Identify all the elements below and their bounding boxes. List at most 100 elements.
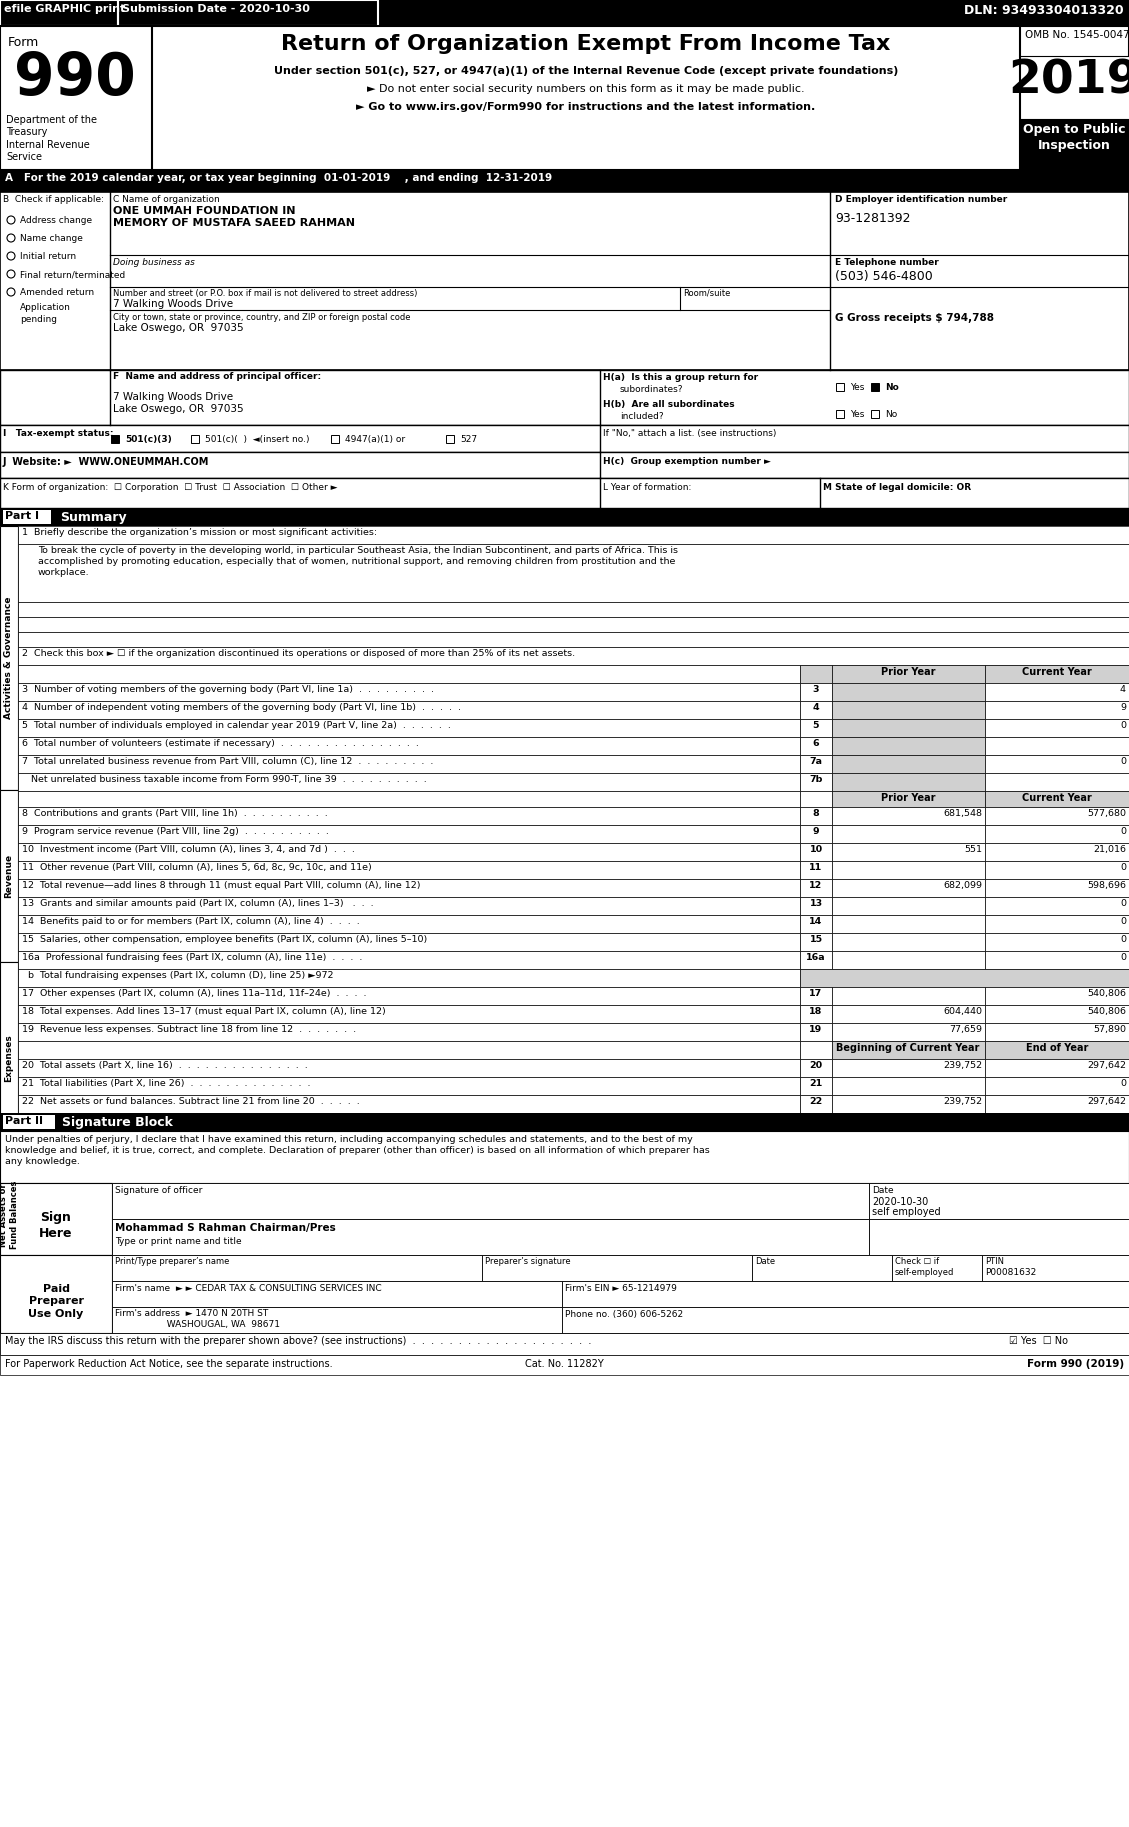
Text: Prior Year: Prior Year [881, 793, 935, 804]
Bar [18, 987, 800, 1005]
Bar [984, 842, 1129, 861]
Text: 501(c)(3): 501(c)(3) [125, 435, 172, 444]
Bar [800, 1094, 832, 1113]
Bar [800, 736, 832, 755]
Bar [832, 683, 984, 702]
Text: H(c)  Group exemption number ►: H(c) Group exemption number ► [603, 457, 771, 466]
Bar [18, 897, 800, 915]
Text: OMB No. 1545-0047: OMB No. 1545-0047 [1025, 29, 1129, 40]
Bar [0, 426, 1129, 451]
Text: Number and street (or P.O. box if mail is not delivered to street address): Number and street (or P.O. box if mail i… [113, 289, 418, 298]
Text: H(b)  Are all subordinates: H(b) Are all subordinates [603, 400, 735, 409]
Text: Lake Oswego, OR  97035: Lake Oswego, OR 97035 [113, 404, 244, 415]
Bar [800, 665, 832, 683]
Bar [18, 915, 800, 934]
Text: b  Total fundraising expenses (Part IX, column (D), line 25) ►972: b Total fundraising expenses (Part IX, c… [21, 970, 333, 979]
Text: self employed: self employed [872, 1208, 940, 1217]
Text: ONE UMMAH FOUNDATION IN: ONE UMMAH FOUNDATION IN [113, 206, 296, 216]
Text: 10  Investment income (Part VIII, column (A), lines 3, 4, and 7d )  .  .  .: 10 Investment income (Part VIII, column … [21, 846, 355, 853]
Text: Initial return: Initial return [20, 252, 76, 261]
Bar [0, 1131, 1129, 1184]
Text: ► Do not enter social security numbers on this form as it may be made public.: ► Do not enter social security numbers o… [367, 84, 805, 93]
Text: Phone no. (360) 606-5262: Phone no. (360) 606-5262 [564, 1310, 683, 1319]
Text: E Telephone number: E Telephone number [835, 258, 938, 267]
Text: 7b: 7b [809, 775, 823, 784]
Text: D Employer identification number: D Employer identification number [835, 195, 1007, 205]
Text: 93-1281392: 93-1281392 [835, 212, 910, 225]
Bar [984, 897, 1129, 915]
Bar [800, 702, 832, 720]
Bar [18, 665, 800, 683]
Bar [18, 1076, 800, 1094]
Bar [832, 755, 984, 773]
Bar [191, 435, 199, 442]
Text: 8: 8 [813, 809, 820, 818]
Text: 21  Total liabilities (Part X, line 26)  .  .  .  .  .  .  .  .  .  .  .  .  .  : 21 Total liabilities (Part X, line 26) .… [21, 1080, 310, 1089]
Bar [112, 1255, 482, 1281]
Bar [1019, 119, 1129, 170]
Text: 2020-10-30: 2020-10-30 [872, 1197, 928, 1208]
Bar [832, 1060, 984, 1076]
Bar [112, 1281, 562, 1306]
Text: 551: 551 [964, 846, 982, 853]
Bar [984, 1041, 1129, 1060]
Bar [18, 736, 800, 755]
Circle shape [7, 252, 15, 259]
Text: I   Tax-exempt status:: I Tax-exempt status: [3, 429, 114, 438]
Text: Current Year: Current Year [1022, 667, 1092, 678]
Bar [18, 879, 800, 897]
Text: 9: 9 [1120, 703, 1126, 713]
Bar [18, 702, 800, 720]
Bar [800, 755, 832, 773]
Text: 7  Total unrelated business revenue from Part VIII, column (C), line 12  .  .  .: 7 Total unrelated business revenue from … [21, 756, 434, 766]
Text: 12  Total revenue—add lines 8 through 11 (must equal Part VIII, column (A), line: 12 Total revenue—add lines 8 through 11 … [21, 881, 420, 890]
Bar [984, 791, 1129, 808]
Text: 4947(a)(1) or: 4947(a)(1) or [345, 435, 405, 444]
Bar [984, 773, 1129, 791]
Bar [0, 371, 1129, 426]
Text: 990: 990 [14, 49, 135, 108]
Text: Paid
Preparer
Use Only: Paid Preparer Use Only [28, 1284, 84, 1319]
Text: ☑ Yes  ☐ No: ☑ Yes ☐ No [1009, 1336, 1068, 1346]
Bar [0, 1334, 1129, 1356]
Text: 22  Net assets or fund balances. Subtract line 21 from line 20  .  .  .  .  .: 22 Net assets or fund balances. Subtract… [21, 1096, 360, 1105]
Bar [18, 1041, 800, 1060]
Text: 297,642: 297,642 [1087, 1061, 1126, 1071]
Bar [892, 1255, 982, 1281]
Text: Cat. No. 11282Y: Cat. No. 11282Y [525, 1359, 603, 1368]
Bar [800, 1076, 832, 1094]
Bar [0, 526, 18, 789]
Bar [18, 544, 1129, 603]
Bar [18, 526, 1129, 544]
Text: Check ☐ if
self-employed: Check ☐ if self-employed [895, 1257, 954, 1277]
Text: M State of legal domicile: OR: M State of legal domicile: OR [823, 482, 971, 491]
Text: 6  Total number of volunteers (estimate if necessary)  .  .  .  .  .  .  .  .  .: 6 Total number of volunteers (estimate i… [21, 738, 419, 747]
Text: A   For the 2019 calendar year, or tax year beginning  01-01-2019    , and endin: A For the 2019 calendar year, or tax yea… [5, 174, 552, 183]
Text: pending: pending [20, 314, 56, 323]
Bar [3, 510, 51, 524]
Bar [832, 808, 984, 826]
Text: Yes: Yes [850, 409, 865, 418]
Text: To break the cycle of poverty in the developing world, in particular Southeast A: To break the cycle of poverty in the dev… [38, 546, 679, 577]
Bar [112, 1306, 562, 1334]
Bar [869, 1219, 1129, 1255]
Bar [800, 987, 832, 1005]
Text: 3  Number of voting members of the governing body (Part VI, line 1a)  .  .  .  .: 3 Number of voting members of the govern… [21, 685, 434, 694]
Bar [984, 1060, 1129, 1076]
Text: 577,680: 577,680 [1087, 809, 1126, 818]
Bar [1019, 57, 1129, 119]
Text: Date: Date [872, 1186, 894, 1195]
Text: No: No [885, 409, 898, 418]
Bar [832, 915, 984, 934]
Text: 2019: 2019 [1008, 58, 1129, 102]
Text: 11  Other revenue (Part VIII, column (A), lines 5, 6d, 8c, 9c, 10c, and 11e): 11 Other revenue (Part VIII, column (A),… [21, 862, 371, 871]
Text: 0: 0 [1120, 1080, 1126, 1089]
Text: 0: 0 [1120, 756, 1126, 766]
Text: For Paperwork Reduction Act Notice, see the separate instructions.: For Paperwork Reduction Act Notice, see … [5, 1359, 333, 1368]
Bar [800, 1060, 832, 1076]
Text: 501(c)(  )  ◄(insert no.): 501(c)( ) ◄(insert no.) [205, 435, 309, 444]
Text: 13  Grants and similar amounts paid (Part IX, column (A), lines 1–3)   .  .  .: 13 Grants and similar amounts paid (Part… [21, 899, 374, 908]
Text: 14  Benefits paid to or for members (Part IX, column (A), line 4)  .  .  .  .: 14 Benefits paid to or for members (Part… [21, 917, 360, 926]
Bar [562, 1306, 1129, 1334]
Text: 21: 21 [809, 1080, 823, 1089]
